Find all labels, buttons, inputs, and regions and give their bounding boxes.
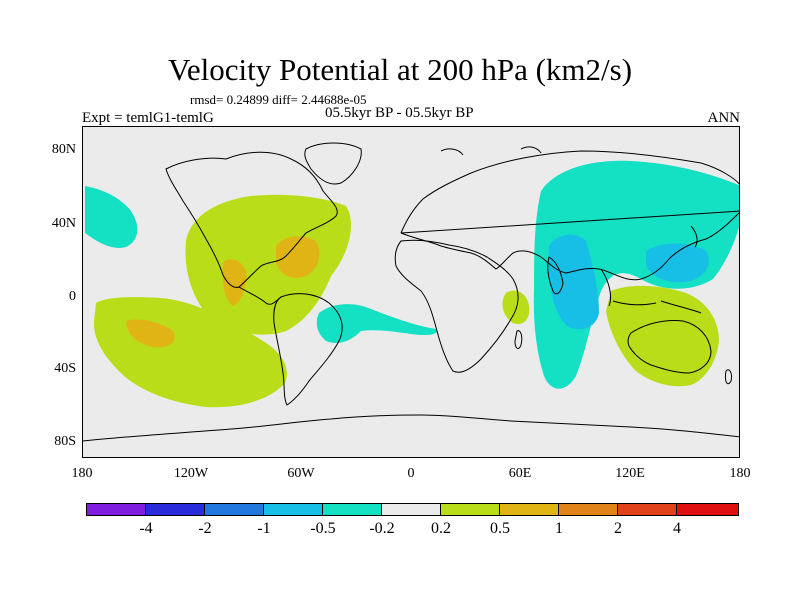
legend-label-6: 0.5 [490, 520, 510, 537]
negative-region-asia [533, 160, 739, 389]
coastlines [83, 142, 739, 442]
period-label: 05.5kyr BP - 05.5kyr BP [325, 105, 474, 121]
lon-label-60w: 60W [287, 466, 315, 481]
legend-box-8 [558, 503, 618, 516]
legend-box-3 [263, 503, 323, 516]
stats-label: rmsd= 0.24899 diff= 2.44688e-05 [190, 92, 367, 107]
map-title: Velocity Potential at 200 hPa (km2/s) [167, 52, 633, 87]
legend-label-2: -1 [257, 520, 271, 537]
lon-label-180w: 180 [71, 466, 93, 481]
legend-label-0: -4 [139, 520, 153, 537]
legend-box-1 [145, 503, 205, 516]
legend-box-9 [617, 503, 677, 516]
lat-label-80s: 80S [54, 434, 76, 449]
velocity-potential-map [83, 127, 739, 457]
legend-label-4: -0.2 [369, 520, 395, 537]
lat-label-0: 0 [69, 289, 76, 304]
legend-label-1: -2 [198, 520, 212, 537]
legend-box-0 [86, 503, 146, 516]
positive-region-australia [606, 285, 719, 387]
legend-label-7: 1 [555, 520, 563, 537]
legend-label-9: 4 [673, 520, 681, 537]
legend-box-10 [676, 503, 739, 516]
legend-box-2 [204, 503, 264, 516]
lat-label-40n: 40N [51, 216, 76, 231]
strong-positive-mexico [222, 259, 247, 306]
legend-box-6 [440, 503, 500, 516]
lon-label-120e: 120E [615, 466, 645, 481]
lon-label-180e: 180 [729, 466, 751, 481]
season-label: ANN [707, 110, 741, 126]
lon-label-120w: 120W [173, 466, 209, 481]
legend-label-3: -0.5 [310, 520, 336, 537]
positive-region-africa [502, 290, 530, 325]
strong-positive-pacific [126, 319, 175, 348]
strong-positive-caribbean [276, 236, 320, 278]
legend-box-7 [499, 503, 559, 516]
legend-box-5 [381, 503, 441, 516]
lon-label-0: 0 [407, 466, 415, 481]
legend-label-8: 2 [614, 520, 622, 537]
lat-label-80n: 80N [51, 142, 76, 157]
strong-negative-westpacific [646, 243, 709, 283]
legend-box-4 [322, 503, 382, 516]
negative-region-southatlantic [316, 304, 438, 343]
map-plot-area [82, 126, 740, 458]
strong-negative-indianocean [549, 234, 599, 330]
positive-region-atlantic [185, 194, 351, 335]
experiment-label: Expt = temlG1-temlG [82, 110, 214, 126]
negative-region-northpacific [85, 186, 138, 248]
lat-label-40s: 40S [54, 361, 76, 376]
lon-label-60e: 60E [508, 466, 532, 481]
legend-label-5: 0.2 [431, 520, 451, 537]
